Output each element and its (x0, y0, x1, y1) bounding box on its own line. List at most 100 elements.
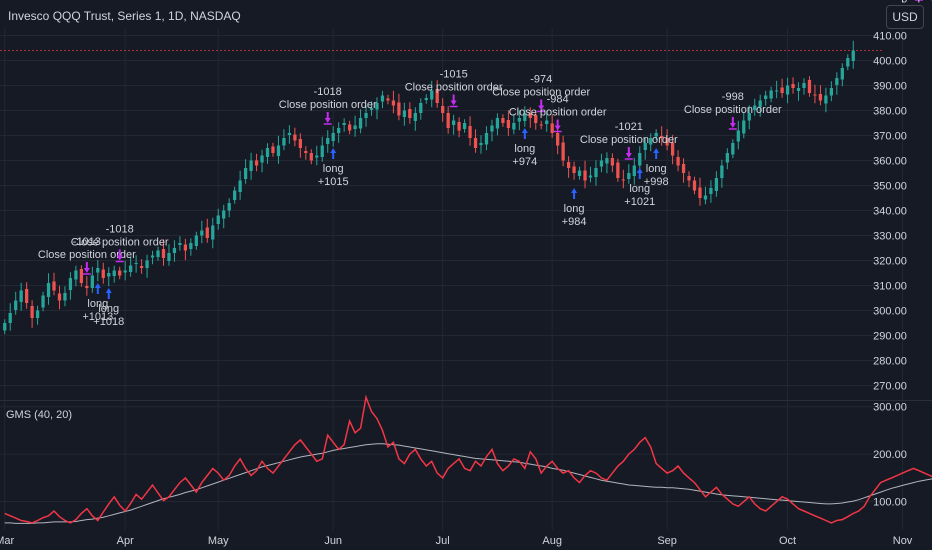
candle (19, 282, 23, 311)
candle (566, 156, 571, 178)
candle-body (35, 310, 40, 318)
candle (276, 135, 281, 164)
long-arrow-icon (94, 283, 101, 294)
candle-body (764, 95, 768, 99)
candle-body (731, 143, 735, 155)
candle (249, 152, 253, 180)
candle (24, 282, 29, 309)
candle-body (484, 133, 489, 145)
candle (331, 126, 335, 147)
close-label: Close position order (509, 107, 607, 119)
candle (769, 86, 773, 103)
candle-body (129, 265, 133, 272)
candle (627, 164, 631, 184)
candle-body (46, 283, 51, 297)
close-qty: -1021 (615, 121, 643, 133)
candle-body (172, 248, 177, 253)
candle (320, 136, 324, 162)
candle-body (813, 94, 817, 96)
candle-body (654, 133, 658, 137)
candle (243, 159, 248, 184)
candle-body (222, 210, 226, 219)
candle-body (846, 58, 850, 67)
candle-body (408, 109, 412, 118)
candle-body (194, 235, 198, 246)
candle (41, 291, 45, 312)
candle (271, 142, 275, 157)
candle-body (599, 160, 604, 167)
price-tick-label: 390.00 (873, 81, 907, 93)
close-label: Close position order (684, 104, 782, 116)
candle-body (430, 90, 434, 100)
close-arrow-icon (554, 119, 561, 131)
currency-button[interactable]: USD (886, 5, 924, 29)
candle (68, 272, 73, 300)
price-tick-label: 340.00 (873, 206, 907, 218)
candle-body (785, 85, 790, 95)
chart-title: Invesco QQQ Trust, Series 1, 1D, NASDAQ (8, 9, 241, 23)
candle (413, 107, 417, 131)
candle-body (643, 143, 647, 150)
candle-body (161, 249, 166, 258)
close-label: Close position order (492, 87, 590, 99)
candle-body (479, 143, 483, 145)
candle (3, 319, 7, 335)
candle (326, 130, 330, 153)
candle (369, 101, 374, 116)
candle-body (118, 270, 122, 276)
candle (139, 259, 144, 274)
candle (796, 82, 801, 101)
time-axis: MarAprMayJunJulAugSepOctNovDec (0, 535, 913, 547)
long-qty: +1006 (882, 0, 913, 3)
candle (63, 286, 67, 307)
candle (446, 106, 450, 134)
candle-body (369, 108, 374, 110)
candle-body (90, 275, 94, 288)
candle (714, 171, 719, 197)
candle-body (183, 244, 188, 251)
candle (681, 158, 686, 183)
candle (238, 170, 242, 200)
candle (227, 198, 231, 218)
candle-body (249, 160, 253, 171)
candle-body (123, 270, 127, 273)
candle (194, 231, 198, 250)
candle (183, 238, 188, 261)
price-tick-label: 310.00 (873, 281, 907, 293)
price-tick-label: 280.00 (873, 356, 907, 368)
close-qty: -998 (722, 91, 744, 103)
candle (30, 300, 34, 328)
candle-body (807, 80, 812, 93)
candle-body (851, 50, 855, 61)
close-qty: -1015 (440, 69, 468, 81)
candle (46, 273, 51, 305)
long-arrow-icon (521, 128, 528, 139)
long-label: long (930, 0, 932, 3)
close-qty: -1018 (106, 224, 134, 236)
candle (824, 87, 828, 113)
candle-body (698, 187, 702, 198)
candle (364, 105, 368, 127)
close-label: Close position order (405, 82, 503, 94)
candle-body (616, 162, 620, 178)
close-arrow-icon (324, 112, 331, 123)
candle (260, 149, 264, 173)
close-arrow-icon (538, 99, 545, 111)
candle-body (68, 278, 73, 290)
close-arrow-icon (83, 262, 90, 273)
long-arrow-icon (105, 288, 112, 299)
candle (670, 134, 675, 165)
candle (118, 266, 122, 280)
candle (304, 146, 308, 160)
candle (539, 120, 543, 130)
candle-body (802, 83, 806, 88)
candle (484, 126, 489, 151)
price-tick-label: 400.00 (873, 56, 907, 68)
candle (8, 303, 12, 331)
candle (835, 72, 839, 95)
candle (829, 81, 834, 102)
